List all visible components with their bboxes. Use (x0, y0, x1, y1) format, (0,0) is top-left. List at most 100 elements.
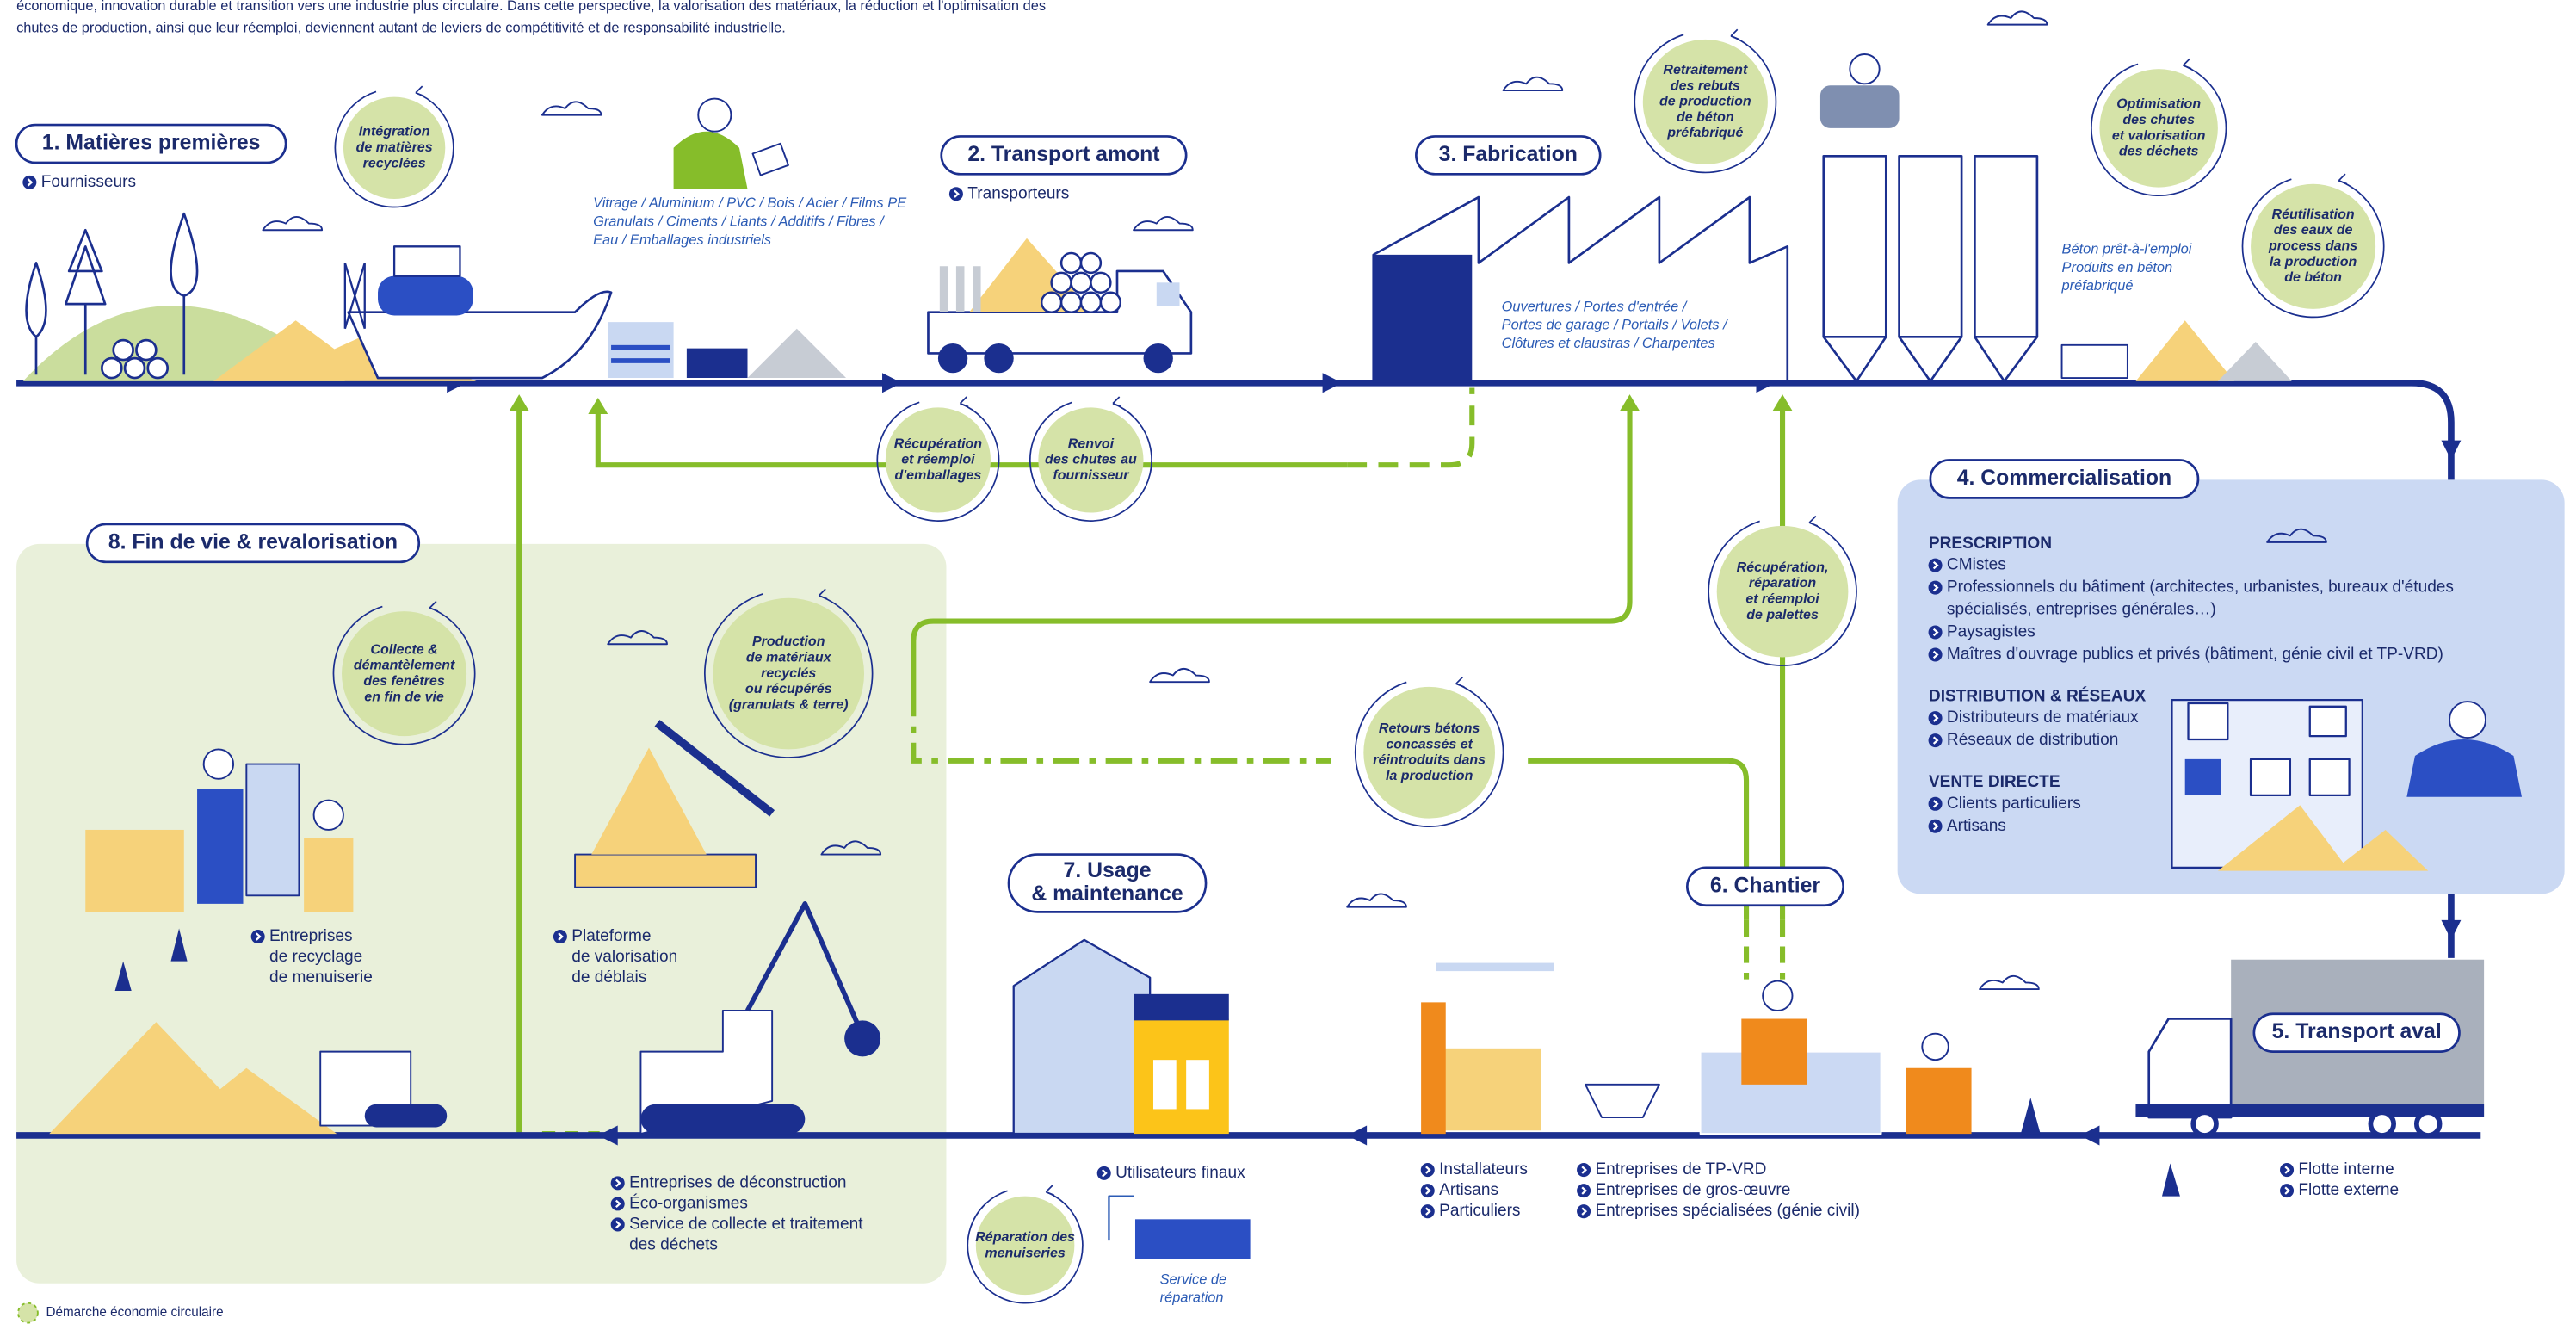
wheelbarrow (1585, 1083, 1660, 1118)
badge-text: concassés et (1386, 736, 1473, 752)
worker (673, 131, 748, 189)
stage-title: 4. Commercialisation (1957, 467, 2171, 490)
tracks (364, 1104, 448, 1128)
bullet (1577, 1163, 1591, 1178)
badge-text: de palettes (1746, 607, 1819, 622)
badge-text: (granulats & terre) (729, 697, 849, 713)
bullet (1096, 1166, 1111, 1180)
illustrations (17, 10, 2523, 1324)
badge-text: Retraitement (1663, 62, 1748, 77)
arrow (1772, 394, 1793, 411)
bullet-chevron (1102, 1169, 1108, 1178)
wheels (937, 343, 1173, 374)
badge-text: des eaux de (2274, 222, 2353, 238)
actor: de déblais (571, 968, 646, 987)
badge-disc (343, 96, 446, 199)
service-label: Service de (1160, 1271, 1227, 1287)
shop-awning (1134, 1219, 1251, 1259)
actor: Entreprises de déconstruction (629, 1173, 846, 1191)
badge-text: recyclées (363, 155, 426, 170)
window (1186, 1060, 1209, 1110)
actor: Artisans (1439, 1181, 1498, 1199)
sand (2217, 805, 2429, 871)
section-heading: VENTE DIRECTE (1929, 773, 2060, 791)
badge-text: Renvoi (1068, 436, 1115, 451)
actor: des déchets (629, 1236, 718, 1254)
excavator (639, 1009, 774, 1135)
flow (1528, 758, 1750, 920)
badge-disc (1363, 686, 1496, 819)
badge-text: de production (1659, 94, 1751, 109)
worker-head (697, 97, 732, 133)
badge-arrow (2338, 173, 2348, 185)
badge-ring (704, 593, 874, 758)
bullet (610, 1197, 625, 1211)
material-note: Produits en béton (2062, 260, 2173, 275)
stage-title: 7. Usage (1064, 859, 1152, 882)
actor: Transporteurs (967, 184, 1069, 202)
actor: Utilisateurs finaux (1115, 1164, 1245, 1182)
stage-pill (1007, 853, 1208, 913)
ship-cabin (378, 275, 473, 316)
badge-text: de béton (2284, 269, 2342, 285)
badge-text: Intégration (359, 124, 430, 139)
bullet-chevron (615, 1178, 621, 1188)
bullet (610, 1176, 625, 1191)
badge-ring (2091, 63, 2227, 196)
house (1012, 938, 1152, 1135)
bullet (1928, 625, 1943, 640)
service-label: réparation (1160, 1290, 1224, 1305)
actor: Artisans (1947, 817, 2006, 835)
actor: Paysagistes (1947, 623, 2035, 641)
badge-text: réparation (1749, 575, 1817, 591)
bullet (250, 930, 265, 944)
stage-title: 3. Fabrication (1439, 143, 1578, 166)
badge-text: en fin de vie (364, 689, 444, 704)
table (574, 853, 757, 888)
badge-text: Récupération, (1737, 560, 1829, 575)
badge-text: des rebuts (1671, 77, 1740, 93)
crate-line (611, 358, 670, 363)
planks (85, 829, 184, 912)
actor: Réseaux de distribution (1947, 731, 2118, 749)
badge-arrow (1730, 28, 1739, 40)
badge-ring (1708, 520, 1857, 666)
bullet (2280, 1163, 2295, 1178)
bullet-chevron (2284, 1166, 2291, 1174)
bullet-chevron (1932, 736, 1939, 745)
sand (49, 1022, 337, 1135)
bullet (948, 187, 963, 201)
badge-text: de béton (1677, 109, 1734, 125)
badge-text: ou récupérés (745, 681, 832, 696)
worker (1819, 85, 1900, 128)
flow (911, 407, 1633, 690)
bullet-chevron (615, 1199, 621, 1209)
material-note: Béton prêt-à-l'emploi (2062, 241, 2193, 257)
cone (114, 928, 188, 992)
bullet (2280, 1184, 2295, 1198)
flow (1347, 387, 1475, 468)
actor: CMistes (1947, 556, 2006, 574)
main-arrows (447, 373, 2462, 1146)
bullet-chevron (256, 932, 262, 941)
material-note: Vitrage / Aluminium / PVC / Bois / Acier… (593, 195, 907, 211)
clouds (262, 10, 2327, 991)
sand (2135, 320, 2234, 381)
badge-arrow (818, 588, 828, 600)
bullet-chevron (1932, 714, 1939, 722)
arrow (2079, 1125, 2100, 1146)
seller (2406, 739, 2523, 797)
actor: de recyclage (269, 948, 362, 966)
bullet (1420, 1204, 1435, 1219)
section-heading: DISTRIBUTION & RÉSEAUX (1929, 686, 2147, 705)
legend-label: Démarche économie circulaire (46, 1305, 223, 1320)
tracks (640, 1104, 806, 1135)
roof (1134, 993, 1229, 1021)
bullet-chevron (1932, 800, 1939, 808)
intro-text: chutes de production, ainsi que leur rée… (16, 21, 786, 36)
badge-arrow (959, 396, 969, 408)
blocks (2060, 343, 2128, 379)
badge-text: process dans (2268, 238, 2357, 254)
badge-disc (2251, 183, 2376, 309)
badge-text: de matériaux (746, 650, 832, 665)
